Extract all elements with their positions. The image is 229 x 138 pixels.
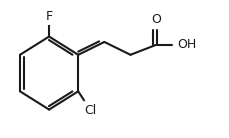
Text: OH: OH: [176, 38, 196, 51]
Text: O: O: [151, 13, 161, 26]
Text: Cl: Cl: [84, 104, 96, 117]
Text: F: F: [45, 10, 52, 23]
